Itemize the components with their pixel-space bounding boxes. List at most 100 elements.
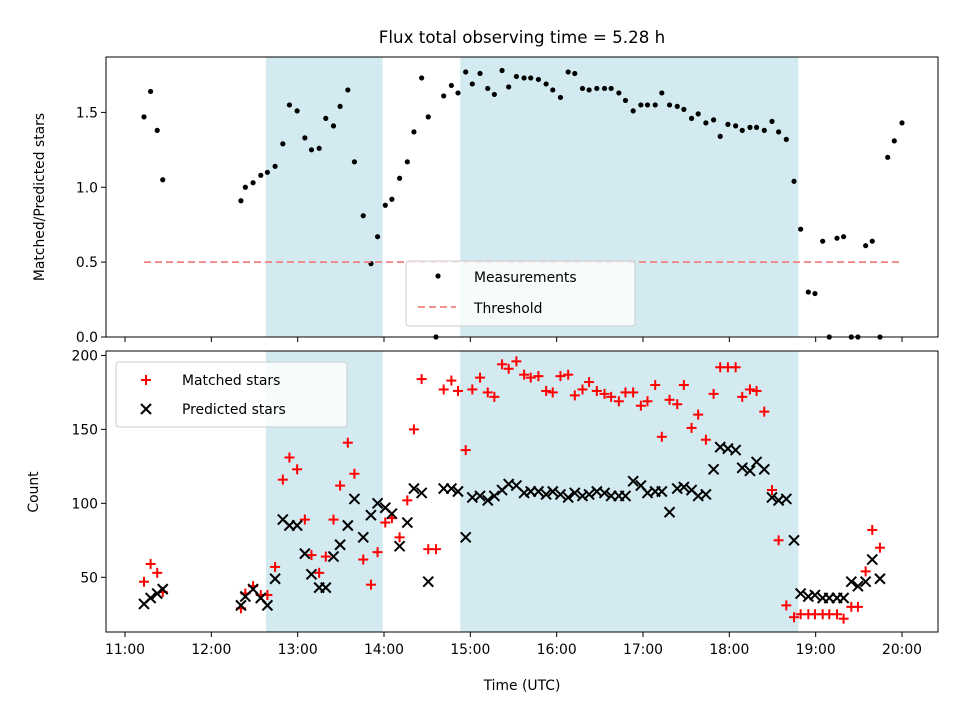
predicted-star-point [852, 580, 864, 592]
measurement-point [695, 111, 701, 117]
matched-star-point [773, 535, 784, 546]
measurement-point [681, 106, 687, 113]
top-legend: Measurements Threshold [405, 260, 636, 327]
predicted-star-point [866, 553, 878, 566]
measurement-point [521, 75, 527, 81]
matched-star-point [789, 612, 800, 623]
measurement-point [455, 90, 461, 96]
legend-box [405, 260, 636, 327]
predicted-star-point [482, 494, 494, 507]
measurement-point [148, 88, 154, 95]
matched-star-point [656, 431, 667, 442]
measurement-point [360, 213, 366, 219]
matched-star-point [358, 554, 369, 565]
measurement-point [703, 120, 709, 126]
matched-star-point [599, 388, 610, 399]
measurement-point [316, 145, 322, 151]
measurement-point [441, 93, 447, 99]
matched-star-point [547, 387, 558, 398]
matched-star-point [460, 445, 471, 456]
predicted-star-point [327, 550, 340, 563]
bottom-panel: 11:00 12:00 13:00 14:00 15:00 16:00 17:00 18:00… [26, 348, 939, 658]
matched-star-point [320, 551, 331, 562]
matched-star-point [284, 452, 295, 463]
predicted-star-point [794, 587, 807, 600]
matched-star-point [693, 409, 704, 420]
predicted-star-point [837, 592, 850, 604]
matched-star-point [867, 524, 878, 535]
measurement-point [798, 226, 804, 232]
matched-star-point [577, 384, 588, 395]
measurement-point [154, 127, 160, 133]
predicted-star-point [157, 583, 169, 595]
matched-star-point [292, 464, 303, 475]
measurement-point [674, 103, 680, 110]
y-tick-label: 0.5 [76, 255, 98, 271]
predicted-star-point [540, 488, 552, 501]
matched-star-point [152, 567, 163, 578]
measurement-point [535, 76, 542, 83]
predicted-star-point [859, 576, 872, 588]
bottom-series [138, 356, 886, 624]
matched-star-point [430, 544, 441, 555]
matched-star-point [299, 514, 310, 525]
y-tick-label: 50 [80, 570, 98, 586]
top-y-axis-label: Matched/Predicted stars [32, 113, 48, 281]
matched-star-point [831, 609, 842, 620]
matched-star-point [686, 422, 697, 433]
measurement-point [477, 70, 483, 77]
predicted-star-point [474, 490, 486, 502]
matched-star-point [525, 372, 536, 383]
measurement-point [791, 178, 797, 184]
measurement-point [885, 154, 891, 160]
matched-star-point [672, 399, 683, 410]
matched-star-point [678, 380, 689, 391]
measurement-point [869, 238, 875, 244]
predicted-star-point [235, 599, 247, 612]
matched-star-point [335, 480, 346, 491]
legend-label-predicted: Predicted stars [182, 402, 286, 418]
measurement-point [601, 85, 608, 92]
predicted-star-point [269, 573, 281, 585]
matched-star-point [591, 385, 602, 396]
predicted-star-point [598, 487, 611, 499]
x-tick-label: 20:00 [882, 642, 922, 658]
measurement-point [812, 290, 818, 297]
predicted-star-point [802, 590, 815, 603]
matched-star-point [394, 532, 405, 543]
measurement-point [404, 159, 410, 165]
measurement-point [899, 120, 905, 126]
measurement-point [330, 123, 337, 129]
measurement-point [543, 81, 549, 87]
measurement-point [572, 70, 578, 77]
matched-star-point [270, 561, 281, 572]
matched-star-point [563, 369, 574, 380]
matched-star-point [482, 387, 493, 398]
bottom-axes-frame [105, 350, 939, 633]
predicted-star-point [334, 539, 346, 551]
measurement-point [834, 235, 840, 241]
measurement-point [419, 75, 425, 81]
measurement-point [397, 175, 403, 181]
matched-star-point [503, 363, 514, 374]
top-axis-ticks: 0.0 0.5 1.0 1.5 [76, 105, 903, 346]
measurement-point [739, 127, 745, 133]
predicted-star-point [144, 592, 157, 604]
matched-star-point [446, 375, 457, 386]
measurement-point [579, 85, 586, 92]
predicted-star-point [393, 540, 406, 552]
measurement-point [769, 118, 775, 124]
measurement-point [659, 90, 665, 96]
measurement-point [345, 87, 351, 93]
matched-star-point [606, 391, 617, 402]
measurement-point [666, 102, 673, 108]
predicted-star-point [299, 547, 311, 560]
matched-star-point [874, 542, 885, 553]
matched-star-point [145, 558, 156, 569]
bottom-axis-ticks: 11:00 12:00 13:00 14:00 15:00 16:00 17:00 18:00… [71, 348, 922, 658]
measurement-point [272, 163, 278, 169]
predicted-star-point [729, 444, 742, 456]
matched-star-point [408, 424, 419, 435]
measurement-point [638, 102, 644, 108]
matched-star-point [766, 485, 777, 496]
